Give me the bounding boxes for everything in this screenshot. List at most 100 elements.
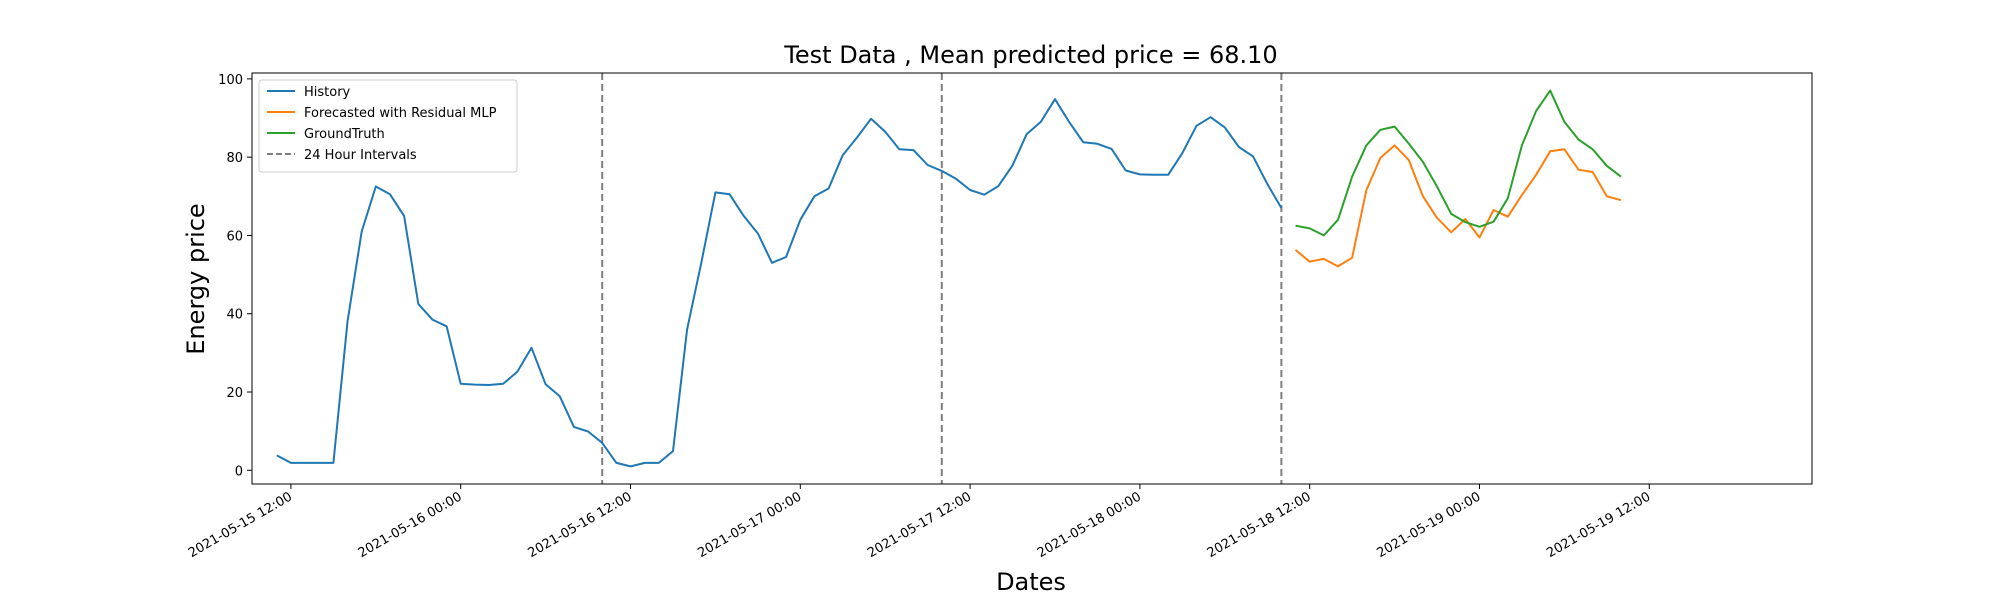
data-point-s1-42	[855, 136, 858, 139]
data-point-s1-65	[1181, 152, 1184, 155]
data-point-s1-44	[884, 130, 887, 133]
data-point-s1-68	[1223, 126, 1226, 129]
y-tick-label-5: 80	[226, 151, 243, 166]
data-point-s3-20	[1563, 120, 1566, 123]
data-point-s2-13	[1464, 218, 1467, 221]
data-point-s3-3	[1322, 234, 1325, 237]
plot-area	[275, 73, 1623, 484]
data-point-s1-24	[601, 441, 604, 444]
data-point-s2-7	[1379, 156, 1382, 159]
data-point-s1-8	[374, 185, 377, 188]
data-point-s1-1	[275, 454, 278, 457]
data-point-s1-57	[1068, 120, 1071, 123]
data-point-s1-26	[629, 465, 632, 468]
data-point-s1-35	[756, 232, 759, 235]
data-point-s1-22	[572, 425, 575, 428]
data-point-s2-24	[1620, 199, 1623, 202]
data-point-s3-16	[1506, 197, 1509, 200]
data-point-s1-3	[304, 461, 307, 464]
data-point-s1-40	[827, 187, 830, 190]
data-point-s3-17	[1520, 144, 1523, 147]
legend-box	[258, 79, 518, 173]
legend-label-1: History	[304, 85, 351, 100]
y-tick-label-3: 40	[226, 308, 243, 323]
data-point-s2-3	[1322, 257, 1325, 260]
data-point-s2-21	[1577, 168, 1580, 171]
data-point-s1-13	[445, 325, 448, 328]
data-point-s2-5	[1351, 256, 1354, 259]
series-line-2	[1294, 144, 1622, 268]
data-point-s1-10	[403, 214, 406, 217]
data-point-s1-30	[686, 328, 689, 331]
data-point-s3-9	[1407, 142, 1410, 145]
data-point-s2-19	[1549, 150, 1552, 153]
data-point-s3-13	[1464, 221, 1467, 224]
data-point-s1-54	[1025, 133, 1028, 136]
data-point-s1-72	[1280, 207, 1283, 210]
y-tick-label-4: 60	[226, 229, 243, 244]
data-point-s3-21	[1577, 138, 1580, 141]
legend-label-3: GroundTruth	[304, 127, 385, 142]
y-axis: 0 20 40 60 80 100	[218, 73, 252, 479]
data-point-s1-23	[587, 430, 590, 433]
data-point-s1-20	[544, 383, 547, 386]
data-point-s2-22	[1591, 171, 1594, 174]
data-point-s1-43	[870, 117, 873, 120]
data-point-s1-25	[615, 461, 618, 464]
legend: History Forecasted with Residual MLP Groun…	[258, 79, 518, 173]
data-point-s3-15	[1492, 220, 1495, 223]
data-point-s1-11	[417, 302, 420, 305]
data-point-s2-15	[1492, 209, 1495, 212]
data-point-s1-67	[1209, 116, 1212, 119]
data-point-s1-53	[1011, 164, 1014, 167]
data-point-s1-9	[389, 193, 392, 196]
data-point-s2-12	[1450, 231, 1453, 234]
data-point-s1-41	[841, 154, 844, 157]
data-point-s2-10	[1421, 195, 1424, 198]
data-point-s2-16	[1506, 215, 1509, 218]
data-point-s1-62	[1138, 173, 1141, 176]
data-point-s3-7	[1379, 128, 1382, 131]
series-line-3	[1295, 89, 1622, 237]
data-point-s3-6	[1365, 144, 1368, 147]
data-point-s3-2	[1308, 227, 1311, 230]
data-point-s1-61	[1124, 169, 1127, 172]
data-point-s1-4	[318, 461, 321, 464]
data-point-s1-7	[360, 230, 363, 233]
data-point-s1-16	[488, 384, 491, 387]
data-point-s1-17	[502, 382, 505, 385]
data-point-s1-56	[1054, 98, 1057, 101]
data-point-s1-69	[1237, 146, 1240, 149]
y-tick-label-1: 0	[235, 464, 243, 479]
y-axis-title: Energy price	[182, 203, 210, 354]
data-point-s3-5	[1351, 175, 1354, 178]
legend-label-2: Forecasted with Residual MLP	[304, 106, 497, 121]
data-point-s1-64	[1167, 173, 1170, 176]
axes-frame	[251, 72, 1813, 485]
data-point-s1-32	[714, 191, 717, 194]
data-point-s1-59	[1096, 142, 1099, 145]
data-point-s1-28	[657, 461, 660, 464]
data-point-s2-4	[1337, 265, 1340, 268]
data-point-s1-71	[1266, 182, 1269, 185]
data-point-s2-11	[1436, 216, 1439, 219]
data-point-s3-10	[1421, 160, 1424, 163]
data-point-s1-52	[997, 185, 1000, 188]
data-point-s1-47	[926, 164, 929, 167]
data-point-s1-50	[969, 189, 972, 192]
data-point-s1-37	[785, 256, 788, 259]
data-point-s1-12	[431, 318, 434, 321]
data-point-s1-49	[954, 177, 957, 180]
data-point-s1-39	[813, 195, 816, 198]
data-point-s2-6	[1365, 189, 1368, 192]
data-point-s1-34	[742, 214, 745, 217]
data-point-s1-33	[728, 193, 731, 196]
data-point-s1-46	[912, 149, 915, 152]
data-point-s1-66	[1195, 124, 1198, 127]
data-point-s1-48	[940, 169, 943, 172]
data-point-s1-51	[983, 193, 986, 196]
data-point-s3-12	[1450, 212, 1453, 215]
data-point-s1-15	[473, 383, 476, 386]
data-point-s2-9	[1407, 158, 1410, 161]
